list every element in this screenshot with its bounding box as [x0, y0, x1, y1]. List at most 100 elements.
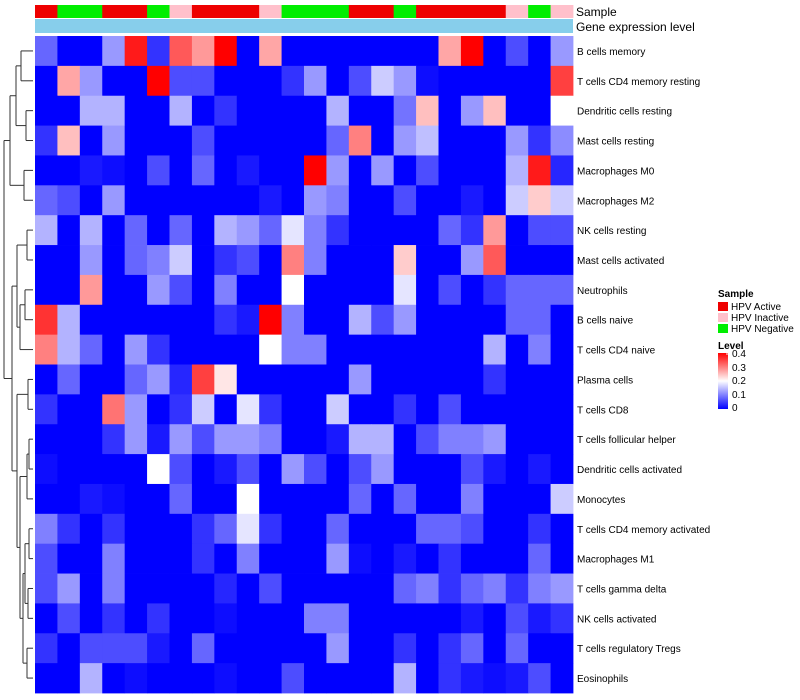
heatmap-cell: [35, 454, 58, 485]
heatmap-cell: [483, 245, 507, 276]
heatmap-cell: [505, 633, 529, 664]
heatmap-cell: [528, 513, 551, 545]
heatmap-cell: [416, 424, 439, 455]
heatmap-cell: [528, 215, 551, 246]
heatmap-cell: [102, 424, 126, 455]
heatmap-cell: [371, 394, 395, 425]
heatmap-cell: [304, 334, 327, 365]
heatmap-cell: [505, 245, 529, 276]
heatmap-cell: [550, 633, 574, 664]
heatmap-cell: [259, 454, 282, 485]
heatmap-cell: [259, 95, 282, 126]
heatmap-cell: [550, 543, 574, 574]
heatmap-cell: [393, 304, 417, 336]
heatmap-cell: [460, 36, 484, 67]
row-label: T cells CD4 memory activated: [577, 525, 710, 536]
heatmap-cell: [483, 185, 507, 216]
heatmap-cell: [79, 483, 103, 515]
heatmap-cell: [505, 125, 529, 156]
heatmap-cell: [102, 36, 126, 67]
heatmap-cell: [326, 334, 350, 365]
heatmap-cell: [214, 334, 238, 365]
heatmap-cell: [214, 215, 238, 246]
heatmap-cell: [124, 543, 148, 574]
heatmap-cell: [393, 603, 417, 634]
heatmap-cell: [550, 65, 574, 97]
row-label: Eosinophils: [577, 674, 628, 685]
heatmap-cell: [236, 394, 260, 425]
legend-entry-hpv-active: HPV Active: [731, 302, 781, 313]
heatmap-cell: [35, 185, 58, 216]
heatmap-cell: [191, 95, 215, 126]
heatmap-cell: [348, 663, 372, 694]
heatmap-cell: [147, 513, 170, 545]
sample-annotation-cell: [236, 5, 260, 18]
heatmap-cell: [124, 95, 148, 126]
sample-annotation-cell: [57, 5, 81, 18]
heatmap-cell: [169, 513, 193, 545]
heatmap-cell: [371, 573, 395, 604]
heatmap-cell: [460, 185, 484, 216]
heatmap-cell: [214, 364, 238, 395]
sample-annotation-cell: [147, 5, 170, 18]
heatmap-cell: [281, 215, 305, 246]
heatmap-cell: [438, 185, 462, 216]
heatmap-cell: [393, 513, 417, 545]
heatmap-cell: [371, 274, 395, 306]
heatmap-cell: [214, 155, 238, 186]
heatmap-cell: [460, 513, 484, 545]
heatmap-cell: [124, 454, 148, 485]
heatmap-cell: [281, 155, 305, 186]
heatmap-cell: [191, 155, 215, 186]
heatmap-cell: [259, 334, 282, 365]
heatmap-cell: [393, 454, 417, 485]
heatmap-cell: [57, 483, 81, 515]
heatmap-cell: [371, 65, 395, 97]
heatmap-cell: [57, 603, 81, 634]
heatmap-cell: [304, 543, 327, 574]
heatmap-cell: [147, 155, 170, 186]
heatmap-cell: [416, 155, 439, 186]
heatmap-cell: [79, 454, 103, 485]
sample-annotation-cell: [438, 5, 462, 18]
heatmap-cell: [483, 155, 507, 186]
heatmap-cell: [528, 65, 551, 97]
heatmap-cell: [169, 304, 193, 336]
row-label: NK cells resting: [577, 226, 646, 237]
heatmap-cell: [393, 155, 417, 186]
heatmap-cell: [393, 394, 417, 425]
heatmap-cell: [438, 65, 462, 97]
heatmap-cell: [550, 513, 574, 545]
heatmap-cell: [124, 155, 148, 186]
heatmap-cell: [102, 125, 126, 156]
row-label: Mast cells resting: [577, 137, 654, 148]
heatmap-cell: [79, 663, 103, 694]
heatmap-cell: [528, 334, 551, 365]
heatmap-cell: [281, 364, 305, 395]
heatmap-cell: [393, 36, 417, 67]
heatmap-cell: [348, 543, 372, 574]
heatmap-cell: [304, 155, 327, 186]
heatmap-cell: [348, 573, 372, 604]
heatmap-cell: [326, 274, 350, 306]
heatmap-cell: [259, 274, 282, 306]
heatmap-cell: [505, 36, 529, 67]
heatmap-cell: [79, 364, 103, 395]
heatmap-cell: [416, 364, 439, 395]
heatmap-cell: [147, 394, 170, 425]
heatmap-cell: [348, 394, 372, 425]
heatmap-cell: [169, 394, 193, 425]
heatmap-cell: [393, 95, 417, 126]
sample-annotation-cell: [416, 5, 439, 18]
heatmap-cell: [57, 95, 81, 126]
heatmap-cell: [393, 65, 417, 97]
heatmap-cell: [438, 364, 462, 395]
sample-annotation-cell: [169, 5, 193, 18]
heatmap-cell: [281, 245, 305, 276]
heatmap-cell: [35, 603, 58, 634]
heatmap-cell: [550, 245, 574, 276]
heatmap-cell: [393, 274, 417, 306]
heatmap-cell: [79, 95, 103, 126]
heatmap-cell: [460, 603, 484, 634]
heatmap-cell: [438, 483, 462, 515]
